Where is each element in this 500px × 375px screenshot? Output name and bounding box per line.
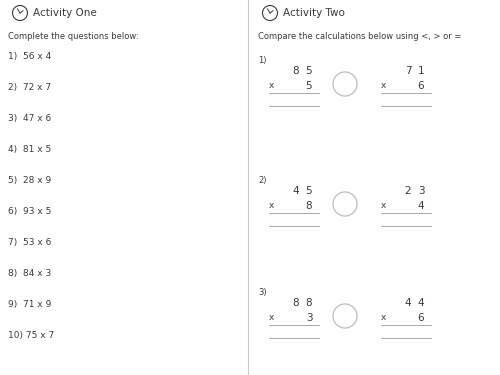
Text: 3): 3): [258, 288, 266, 297]
Text: 2)  72 x 7: 2) 72 x 7: [8, 83, 51, 92]
Text: 10) 75 x 7: 10) 75 x 7: [8, 331, 54, 340]
Text: Activity One: Activity One: [33, 8, 97, 18]
Text: Activity Two: Activity Two: [283, 8, 345, 18]
Text: Complete the questions below:: Complete the questions below:: [8, 32, 138, 41]
Text: x: x: [268, 81, 274, 90]
Text: 4: 4: [418, 201, 424, 211]
Text: x: x: [268, 313, 274, 322]
Text: 8: 8: [292, 66, 300, 76]
Text: 1)  56 x 4: 1) 56 x 4: [8, 52, 52, 61]
Text: x: x: [268, 201, 274, 210]
Text: x: x: [380, 313, 386, 322]
Text: 5: 5: [306, 186, 312, 196]
Text: 5: 5: [306, 66, 312, 76]
Text: 4: 4: [418, 298, 424, 308]
Text: 4: 4: [292, 186, 300, 196]
Text: 5: 5: [306, 81, 312, 91]
Text: 7: 7: [404, 66, 411, 76]
Text: 6: 6: [418, 81, 424, 91]
Text: x: x: [380, 201, 386, 210]
Text: 8: 8: [306, 201, 312, 211]
Text: 8: 8: [306, 298, 312, 308]
Text: 4)  81 x 5: 4) 81 x 5: [8, 145, 52, 154]
Text: 8)  84 x 3: 8) 84 x 3: [8, 269, 52, 278]
Text: 3: 3: [418, 186, 424, 196]
Text: 3: 3: [306, 313, 312, 323]
Text: 7)  53 x 6: 7) 53 x 6: [8, 238, 52, 247]
Text: x: x: [380, 81, 386, 90]
Text: 4: 4: [404, 298, 411, 308]
Text: 1: 1: [418, 66, 424, 76]
Text: 2: 2: [404, 186, 411, 196]
Text: Compare the calculations below using <, > or =: Compare the calculations below using <, …: [258, 32, 462, 41]
Text: 9)  71 x 9: 9) 71 x 9: [8, 300, 52, 309]
Text: 2): 2): [258, 176, 266, 185]
Text: 5)  28 x 9: 5) 28 x 9: [8, 176, 52, 185]
Text: 1): 1): [258, 56, 266, 65]
Text: 6: 6: [418, 313, 424, 323]
Text: 6)  93 x 5: 6) 93 x 5: [8, 207, 52, 216]
Text: 8: 8: [292, 298, 300, 308]
Text: 3)  47 x 6: 3) 47 x 6: [8, 114, 52, 123]
